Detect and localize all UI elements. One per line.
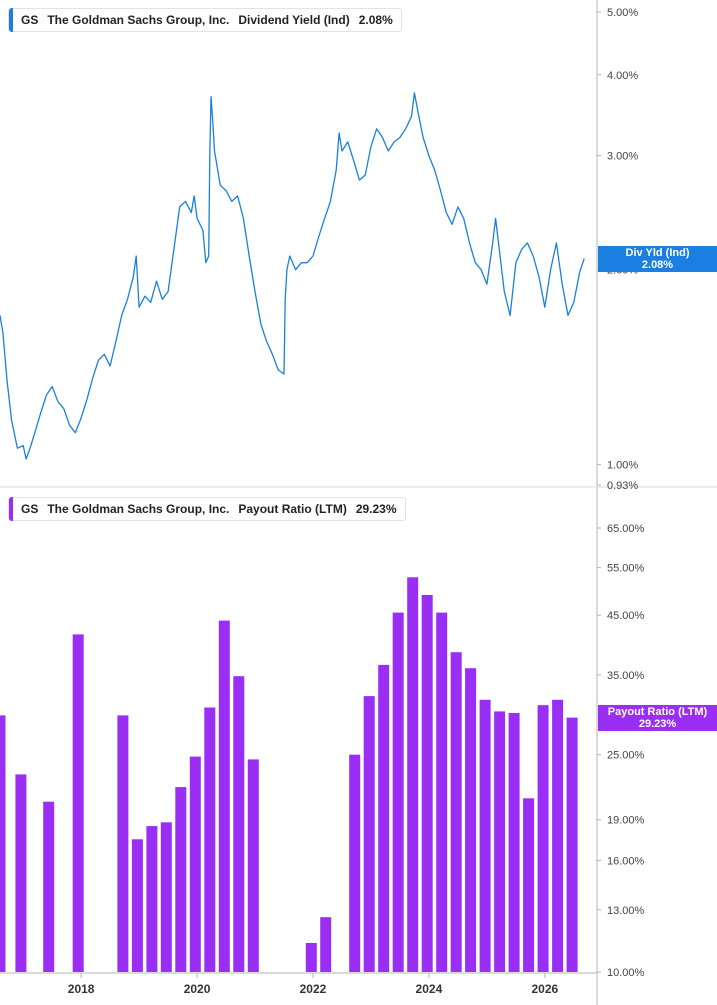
bottom-ytick-label: 19.00% [607,815,645,827]
payout-bar-17 [363,696,375,972]
payout-bar-5 [131,839,143,972]
payout-bar-16 [349,754,361,972]
payout-bar-2 [43,801,55,972]
legend-value: 2.08% [358,13,393,27]
payout-bar-23 [450,652,462,972]
payout-bar-18 [378,664,390,972]
payout-bar-7 [160,822,172,972]
payout-bar-8 [175,787,187,972]
payout-bar-9 [189,756,201,972]
xtick-label: 2024 [416,982,443,996]
bottom-ytick-label: 35.00% [607,670,645,682]
tag-label: Payout Ratio (LTM) [607,706,708,718]
payout-bar-12 [233,676,245,972]
legend-ticker: GS [21,502,39,516]
payout-bar-27 [508,713,520,972]
top-ytick-label: 1.00% [607,460,638,472]
payout-bar-24 [465,668,477,972]
bottom-ytick-label: 55.00% [607,563,645,575]
payout-bar-6 [146,826,158,972]
payout-bar-28 [523,798,535,972]
payout-bar-3 [72,634,84,972]
dividend-yield-plot [0,92,585,460]
dividend-yield-last-value-tag: Div Yld (Ind) 2.08% [598,246,717,272]
payout-bar-11 [218,620,230,972]
tag-value: 2.08% [641,259,674,271]
legend-value: 29.23% [355,502,397,516]
bottom-ytick-label: 65.00% [607,523,645,535]
payout-bar-30 [552,699,564,972]
top-ytick-label: 4.00% [607,70,638,82]
payout-ratio-legend[interactable]: GS The Goldman Sachs Group, Inc. Payout … [8,497,406,521]
xtick-label: 2018 [68,982,95,996]
payout-bar-25 [479,699,491,972]
xtick-label: 2020 [184,982,211,996]
payout-bar-0 [0,715,6,972]
line-series-swatch [9,8,13,32]
bottom-ytick-label: 10.00% [607,967,645,979]
bottom-ytick-label: 13.00% [607,905,645,917]
payout-bar-20 [407,577,419,972]
legend-ticker: GS [21,13,39,27]
bottom-ytick-label: 45.00% [607,610,645,622]
bar-series-swatch [9,497,13,521]
top-ytick-label: 0.93% [607,480,638,492]
xtick-label: 2026 [531,982,558,996]
payout-bar-26 [494,711,506,972]
payout-bar-13 [247,759,259,972]
bottom-ytick-label: 25.00% [607,750,645,762]
top-ytick-label: 5.00% [607,7,638,19]
payout-bar-4 [117,715,129,972]
payout-bar-1 [15,774,27,972]
dividend-yield-legend[interactable]: GS The Goldman Sachs Group, Inc. Dividen… [8,8,402,32]
payout-bar-10 [204,707,216,972]
payout-bar-31 [566,717,578,972]
legend-metric: Payout Ratio (LTM) [238,502,347,516]
payout-bar-14 [305,943,317,972]
payout-bar-19 [392,612,404,972]
legend-metric: Dividend Yield (Ind) [238,13,350,27]
tag-label: Div Yld (Ind) [625,247,690,259]
payout-bar-21 [421,595,433,972]
payout-ratio-plot [0,577,578,972]
legend-company: The Goldman Sachs Group, Inc. [47,502,230,516]
payout-bar-22 [436,612,448,972]
bottom-ytick-label: 16.00% [607,856,645,868]
tag-value: 29.23% [638,718,677,730]
payout-bar-15 [320,917,332,972]
dividend-yield-line [0,92,585,460]
xtick-label: 2022 [300,982,327,996]
payout-ratio-last-value-tag: Payout Ratio (LTM) 29.23% [598,705,717,731]
top-ytick-label: 3.00% [607,151,638,163]
legend-company: The Goldman Sachs Group, Inc. [47,13,230,27]
payout-bar-29 [537,705,549,972]
